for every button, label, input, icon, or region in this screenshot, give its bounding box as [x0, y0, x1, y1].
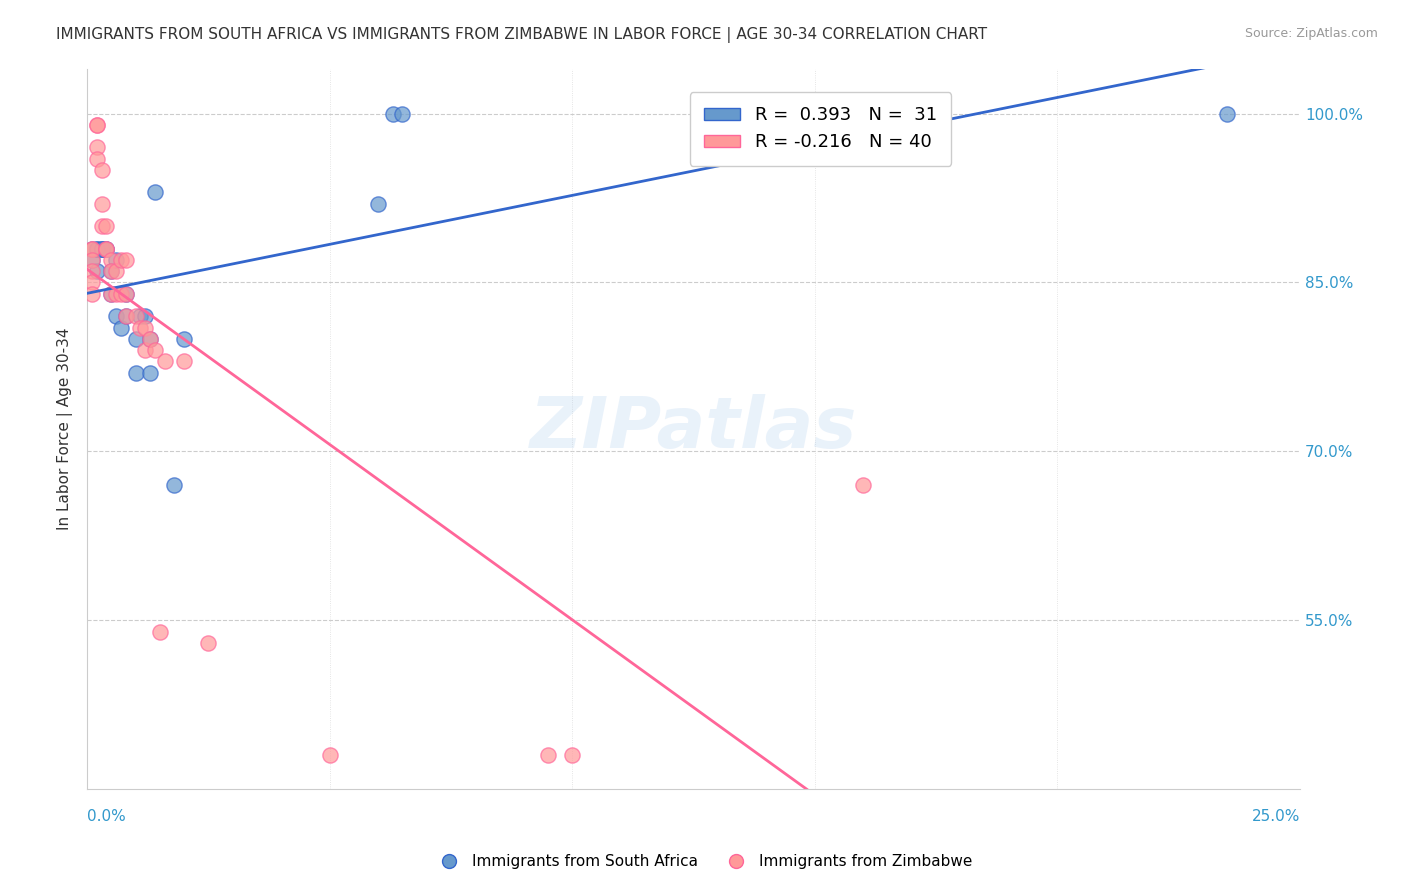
Point	[90, 162, 112, 177]
Point	[96, 242, 118, 256]
Point	[80, 242, 103, 256]
Text: ZIPatlas: ZIPatlas	[530, 394, 858, 463]
Point	[115, 252, 138, 267]
Point	[115, 310, 138, 324]
Point	[80, 276, 103, 290]
Point	[90, 242, 112, 256]
Point	[96, 219, 118, 234]
Point	[110, 252, 132, 267]
Point	[90, 219, 112, 234]
Point	[143, 343, 166, 357]
Point	[80, 264, 103, 278]
Point	[115, 310, 138, 324]
Point	[139, 332, 162, 346]
Point	[86, 152, 108, 166]
Text: 25.0%: 25.0%	[1251, 809, 1301, 824]
Point	[124, 366, 146, 380]
Point	[100, 264, 122, 278]
Point	[90, 196, 112, 211]
Point	[80, 286, 103, 301]
Point	[197, 636, 219, 650]
Point	[139, 332, 162, 346]
Point	[96, 242, 118, 256]
Point	[80, 252, 103, 267]
Point	[110, 320, 132, 334]
Point	[96, 242, 118, 256]
Point	[105, 286, 128, 301]
Point	[80, 242, 103, 256]
Point	[86, 264, 108, 278]
Point	[149, 624, 172, 639]
Text: 0.0%: 0.0%	[87, 809, 125, 824]
Point	[134, 310, 156, 324]
Point	[173, 332, 195, 346]
Point	[391, 106, 413, 120]
Point	[86, 242, 108, 256]
Point	[100, 286, 122, 301]
Point	[129, 310, 152, 324]
Point	[86, 118, 108, 132]
Point	[110, 286, 132, 301]
Legend: Immigrants from South Africa, Immigrants from Zimbabwe: Immigrants from South Africa, Immigrants…	[427, 848, 979, 875]
Point	[105, 252, 128, 267]
Point	[134, 343, 156, 357]
Point	[381, 106, 404, 120]
Point	[153, 354, 176, 368]
Point	[86, 140, 108, 154]
Point	[90, 242, 112, 256]
Point	[537, 748, 560, 763]
Point	[86, 118, 108, 132]
Point	[852, 478, 875, 492]
Point	[139, 366, 162, 380]
Point	[115, 286, 138, 301]
Point	[163, 478, 186, 492]
Point	[561, 748, 583, 763]
Point	[124, 332, 146, 346]
Point	[86, 242, 108, 256]
Text: Source: ZipAtlas.com: Source: ZipAtlas.com	[1244, 27, 1378, 40]
Point	[318, 748, 340, 763]
Point	[173, 354, 195, 368]
Legend: R =  0.393   N =  31, R = -0.216   N = 40: R = 0.393 N = 31, R = -0.216 N = 40	[690, 92, 952, 166]
Point	[828, 118, 851, 132]
Point	[96, 242, 118, 256]
Point	[90, 242, 112, 256]
Point	[105, 310, 128, 324]
Y-axis label: In Labor Force | Age 30-34: In Labor Force | Age 30-34	[58, 327, 73, 530]
Point	[105, 264, 128, 278]
Point	[80, 252, 103, 267]
Text: IMMIGRANTS FROM SOUTH AFRICA VS IMMIGRANTS FROM ZIMBABWE IN LABOR FORCE | AGE 30: IMMIGRANTS FROM SOUTH AFRICA VS IMMIGRAN…	[56, 27, 987, 43]
Point	[134, 320, 156, 334]
Point	[124, 310, 146, 324]
Point	[100, 286, 122, 301]
Point	[100, 264, 122, 278]
Point	[367, 196, 389, 211]
Point	[80, 242, 103, 256]
Point	[100, 252, 122, 267]
Point	[115, 286, 138, 301]
Point	[129, 320, 152, 334]
Point	[143, 186, 166, 200]
Point	[1216, 106, 1239, 120]
